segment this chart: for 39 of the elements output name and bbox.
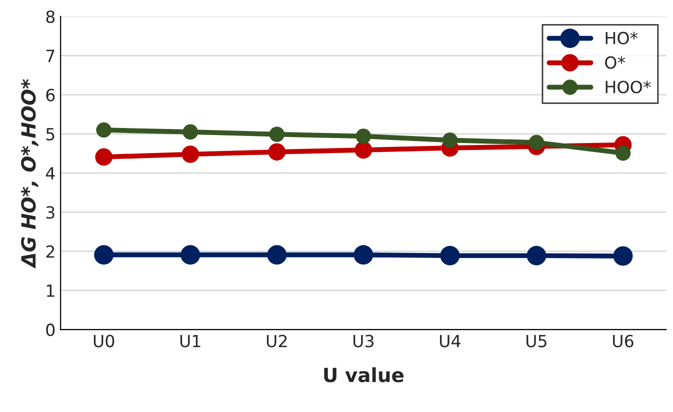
point [354,245,374,265]
point [613,246,633,266]
point [354,141,372,159]
point [268,143,286,161]
point [96,122,112,138]
point [267,245,287,265]
point [180,245,200,265]
y-tick-label: 7 [46,50,54,62]
point [528,134,544,150]
y-tick-label: 8 [46,10,55,24]
point [182,124,198,140]
x-tick-label: U6 [613,334,634,348]
point [269,126,285,142]
point [182,146,200,163]
point [94,245,114,265]
point [526,246,546,266]
y-tick-label: 2 [46,245,54,258]
x-tick-label: U1 [180,334,200,348]
point [615,145,631,161]
legend-label: HO* [606,32,638,44]
y-tick-label: 3 [46,206,54,219]
x-axis-title: U value [324,367,404,382]
y-tick-label: 0 [46,324,55,336]
legend-label: O* [605,56,626,69]
y-axis-title: ΔG HO*, O*,HOO* [21,79,38,269]
point [442,132,458,148]
y-tick-label: 6 [46,88,55,102]
y-tick-label: 5 [46,128,54,140]
point [95,148,113,166]
point [440,246,460,266]
x-tick-label: U0 [94,334,114,348]
point [356,128,372,144]
y-tick-label: 4 [46,167,55,180]
x-tick-label: U5 [526,334,546,348]
x-tick-label: U4 [440,334,460,348]
y-tick-label: 1 [46,284,54,297]
x-tick-label: U2 [266,334,287,348]
x-tick-label: U3 [353,334,374,348]
legend-label: HOO* [606,80,651,94]
